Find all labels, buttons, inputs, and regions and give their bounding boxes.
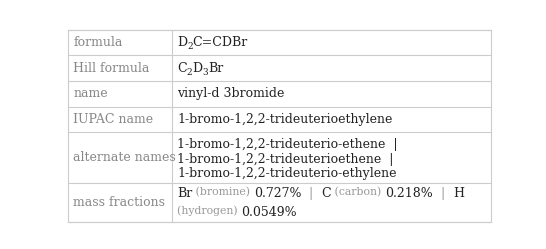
- Text: 0.218%: 0.218%: [385, 187, 432, 200]
- Text: C: C: [322, 187, 331, 200]
- Text: D: D: [177, 36, 187, 49]
- Text: 1-bromo-1,2,2-trideuterio-ethylene: 1-bromo-1,2,2-trideuterio-ethylene: [177, 168, 396, 181]
- Text: 1-bromo-1,2,2-trideuterioethene  |: 1-bromo-1,2,2-trideuterioethene |: [177, 153, 394, 166]
- Text: (carbon): (carbon): [331, 187, 385, 197]
- Text: Br: Br: [208, 62, 223, 75]
- Text: Hill formula: Hill formula: [73, 62, 150, 75]
- Text: formula: formula: [73, 36, 123, 49]
- Text: (hydrogen): (hydrogen): [177, 205, 241, 216]
- Text: |: |: [301, 187, 322, 200]
- Text: alternate names: alternate names: [73, 151, 176, 164]
- Text: C: C: [177, 62, 187, 75]
- Text: 3: 3: [203, 68, 208, 77]
- Text: 1-bromo-1,2,2-trideuterio-ethene  |: 1-bromo-1,2,2-trideuterio-ethene |: [177, 138, 397, 151]
- Text: D: D: [192, 62, 203, 75]
- Text: name: name: [73, 87, 108, 100]
- Text: 2: 2: [187, 42, 193, 51]
- Text: vinyl-d 3bromide: vinyl-d 3bromide: [177, 87, 284, 100]
- Text: H: H: [453, 187, 464, 200]
- Text: 2: 2: [187, 68, 192, 77]
- Text: 1-bromo-1,2,2-trideuterioethylene: 1-bromo-1,2,2-trideuterioethylene: [177, 113, 393, 126]
- Text: mass fractions: mass fractions: [73, 196, 165, 209]
- Text: C=CDBr: C=CDBr: [193, 36, 248, 49]
- Text: 0.727%: 0.727%: [254, 187, 301, 200]
- Text: |: |: [432, 187, 453, 200]
- Text: Br: Br: [177, 187, 192, 200]
- Text: 0.0549%: 0.0549%: [241, 205, 296, 219]
- Text: (bromine): (bromine): [192, 187, 254, 197]
- Text: IUPAC name: IUPAC name: [73, 113, 153, 126]
